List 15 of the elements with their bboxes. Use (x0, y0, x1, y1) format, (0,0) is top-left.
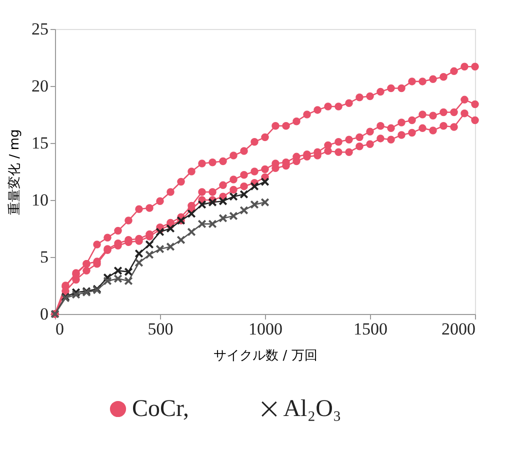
y-tick-label: 25 (32, 20, 48, 38)
x-tick-label: 2000 (442, 320, 476, 338)
y-tick-label: 0 (40, 304, 48, 324)
x-tick-label: 0 (56, 320, 64, 338)
y-tick-label: 10 (32, 190, 48, 210)
y-axis-title: 重量変化 / mg (6, 129, 22, 215)
y-tick-label: 20 (32, 76, 48, 96)
y-tick-label: 15 (32, 134, 48, 152)
x-axis-title: サイクル数 / 万回 (214, 348, 318, 364)
x-tick-label: 1500 (354, 320, 388, 338)
legend-label: CoCr, (132, 396, 190, 422)
x-tick-label: 1000 (248, 320, 282, 338)
y-tick-label: 5 (40, 248, 48, 266)
legend-label: Al₂O₃ (283, 396, 342, 422)
x-tick-label: 500 (148, 320, 174, 338)
